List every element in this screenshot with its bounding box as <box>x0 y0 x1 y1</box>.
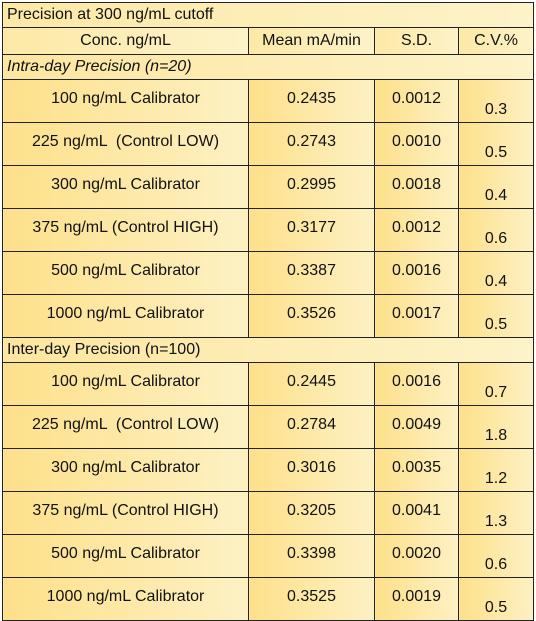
table-cell: 500 ng/mL Calibrator <box>2 534 249 578</box>
table-cell: 0.5 <box>457 122 535 166</box>
table-cell: 100 ng/mL Calibrator <box>2 362 249 406</box>
table-cell: 225 ng/mL (Control LOW) <box>2 122 249 166</box>
table-cell: 0.0010 <box>374 122 459 166</box>
table-cell: 1.3 <box>457 491 535 535</box>
table-cell: 375 ng/mL (Control HIGH) <box>2 208 249 252</box>
table-cell: 0.0012 <box>374 79 459 123</box>
table-cell: 0.2743 <box>248 122 375 166</box>
table-cell: 0.2784 <box>248 405 375 449</box>
table-cell: 0.3387 <box>248 251 375 295</box>
table-cell: 0.3205 <box>248 491 375 535</box>
table-cell: 0.2445 <box>248 362 375 406</box>
table-cell: 0.0017 <box>374 294 459 338</box>
table-cell: 0.7 <box>457 362 535 406</box>
table-cell: 0.0020 <box>374 534 459 578</box>
data-row: 500 ng/mL Calibrator 0.3387 0.0016 0.4 <box>2 251 535 295</box>
data-row: 500 ng/mL Calibrator 0.3398 0.0020 0.6 <box>2 534 535 578</box>
column-header: Conc. ng/mL <box>2 27 249 55</box>
data-row: 225 ng/mL (Control LOW) 0.2743 0.0010 0.5 <box>2 122 535 166</box>
table-cell: 0.3525 <box>248 577 375 621</box>
table-cell: 0.3177 <box>248 208 375 252</box>
title-row: Precision at 300 ng/mL cutoff <box>1 2 535 28</box>
table-cell: 225 ng/mL (Control LOW) <box>2 405 249 449</box>
table-cell: 0.3398 <box>248 534 375 578</box>
table-cell: 1000 ng/mL Calibrator <box>2 294 249 338</box>
data-row: 375 ng/mL (Control HIGH) 0.3205 0.0041 1.3 <box>2 491 535 535</box>
data-row: 100 ng/mL Calibrator 0.2445 0.0016 0.7 <box>2 362 535 406</box>
table-cell: 1.2 <box>457 448 535 492</box>
table-cell: 0.3526 <box>248 294 375 338</box>
section-row: Intra-day Precision (n=20) <box>1 54 535 80</box>
column-header: Mean mA/min <box>248 27 375 55</box>
data-row: 300 ng/mL Calibrator 0.3016 0.0035 1.2 <box>2 448 535 492</box>
table-cell: 0.3 <box>457 79 535 123</box>
table-cell: 100 ng/mL Calibrator <box>2 79 249 123</box>
table-cell: 0.3016 <box>248 448 375 492</box>
table-cell: 0.0049 <box>374 405 459 449</box>
table-cell: 0.5 <box>457 294 535 338</box>
section-title: Inter-day Precision (n=100) <box>1 337 535 363</box>
table-cell: 0.6 <box>457 534 535 578</box>
data-row: 100 ng/mL Calibrator 0.2435 0.0012 0.3 <box>2 79 535 123</box>
table-cell: 0.0016 <box>374 251 459 295</box>
table-cell: 0.4 <box>457 251 535 295</box>
column-header: C.V.% <box>457 27 535 55</box>
table-cell: 500 ng/mL Calibrator <box>2 251 249 295</box>
data-row: 225 ng/mL (Control LOW) 0.2784 0.0049 1.8 <box>2 405 535 449</box>
table-cell: 0.5 <box>457 577 535 621</box>
table-cell: 0.4 <box>457 165 535 209</box>
section-row: Inter-day Precision (n=100) <box>1 337 535 363</box>
table-cell: 0.2435 <box>248 79 375 123</box>
table-cell: 0.0016 <box>374 362 459 406</box>
table-cell: 300 ng/mL Calibrator <box>2 448 249 492</box>
table-cell: 0.0018 <box>374 165 459 209</box>
table-title: Precision at 300 ng/mL cutoff <box>1 2 535 28</box>
table-cell: 0.0019 <box>374 577 459 621</box>
data-row: 375 ng/mL (Control HIGH) 0.3177 0.0012 0.6 <box>2 208 535 252</box>
table-cell: 0.2995 <box>248 165 375 209</box>
section-title: Intra-day Precision (n=20) <box>1 54 535 80</box>
header-row: Conc. ng/mL Mean mA/min S.D. C.V.% <box>2 27 535 55</box>
table-cell: 1.8 <box>457 405 535 449</box>
data-row: 1000 ng/mL Calibrator 0.3526 0.0017 0.5 <box>2 294 535 338</box>
column-header: S.D. <box>374 27 459 55</box>
table-cell: 0.0041 <box>374 491 459 535</box>
data-row: 1000 ng/mL Calibrator 0.3525 0.0019 0.5 <box>2 577 535 621</box>
table-cell: 300 ng/mL Calibrator <box>2 165 249 209</box>
table-cell: 0.0012 <box>374 208 459 252</box>
table-cell: 375 ng/mL (Control HIGH) <box>2 491 249 535</box>
table-cell: 0.6 <box>457 208 535 252</box>
data-row: 300 ng/mL Calibrator 0.2995 0.0018 0.4 <box>2 165 535 209</box>
table-cell: 1000 ng/mL Calibrator <box>2 577 249 621</box>
table-cell: 0.0035 <box>374 448 459 492</box>
